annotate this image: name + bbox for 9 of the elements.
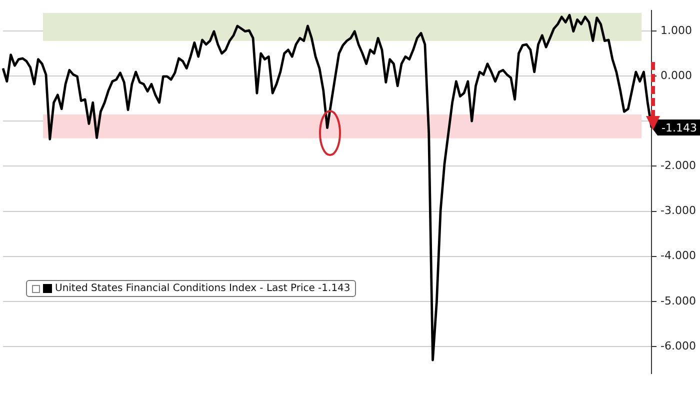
y-tick-label: -2.000 <box>660 159 696 172</box>
y-tick-label: 1.000 <box>660 24 692 37</box>
text: -1.143 <box>662 121 698 134</box>
legend-label: United States Financial Conditions Index - Last Price -1.143 <box>55 283 350 294</box>
y-tick-label: 0.000 <box>660 68 692 82</box>
y-tick-label: -6.000 <box>660 339 696 352</box>
y-tick-label: -5.000 <box>660 294 696 308</box>
y-tick-label: -4.000 <box>660 249 696 262</box>
y-tick-label: -3.000 <box>660 204 696 218</box>
